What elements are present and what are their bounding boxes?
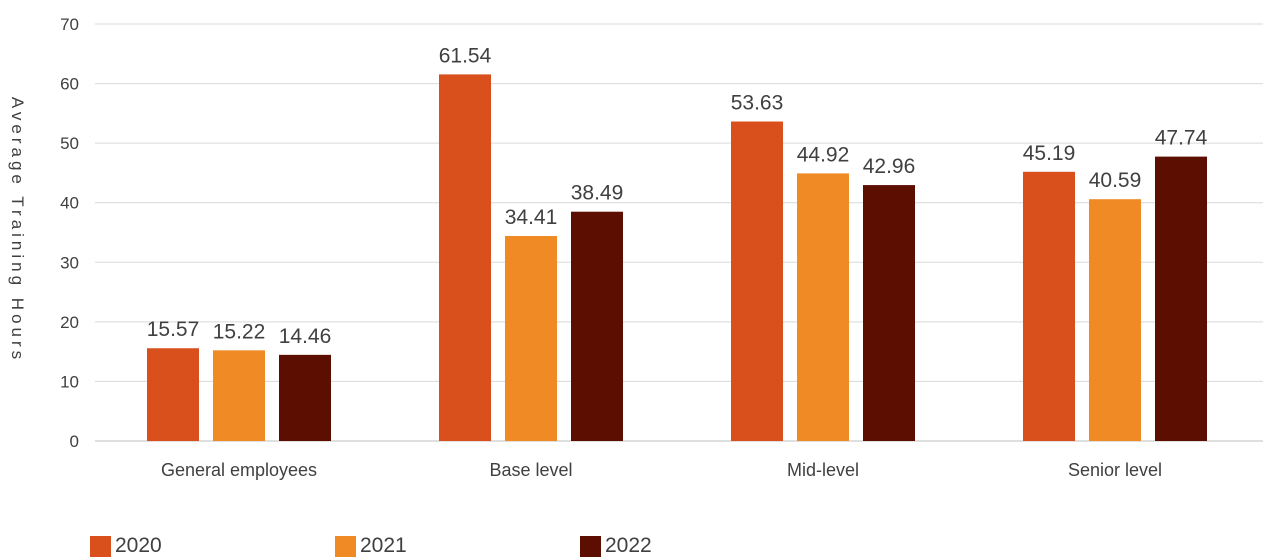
legend-swatch — [580, 535, 601, 557]
data-label: 40.59 — [1089, 169, 1142, 192]
data-label: 15.57 — [147, 318, 200, 341]
data-label: 47.74 — [1155, 127, 1208, 150]
bar — [213, 350, 265, 441]
y-tick-label: 10 — [60, 372, 79, 391]
x-tick-label: Senior level — [1068, 460, 1162, 480]
data-label: 45.19 — [1023, 142, 1076, 165]
x-tick-label: Mid-level — [787, 460, 859, 480]
bar — [439, 74, 491, 441]
bar — [147, 348, 199, 441]
bar — [1023, 171, 1075, 442]
legend-item: 2022 — [580, 534, 652, 558]
data-label: 53.63 — [731, 92, 784, 115]
legend-item: 2021 — [335, 534, 407, 558]
y-tick-label: 0 — [70, 432, 79, 451]
legend-label: 2021 — [360, 534, 407, 557]
x-tick-label: General employees — [161, 460, 317, 480]
y-axis-label-container: Average Training Hours — [2, 60, 32, 400]
data-label: 38.49 — [571, 182, 624, 205]
bar — [279, 354, 331, 441]
data-label: 61.54 — [439, 44, 492, 67]
bar — [1089, 199, 1141, 441]
y-tick-label: 70 — [60, 15, 79, 34]
bar — [1155, 156, 1207, 441]
data-label: 14.46 — [279, 325, 332, 348]
legend-swatch — [335, 535, 356, 557]
legend-swatch — [90, 535, 111, 557]
bar — [863, 185, 915, 441]
y-tick-label: 20 — [60, 313, 79, 332]
bar-chart: 0 10 20 30 40 50 60 70 15.57 15.22 14.46 General em… — [60, 15, 1263, 480]
y-axis-label: Average Training Hours — [8, 96, 27, 364]
data-label: 34.41 — [505, 206, 558, 229]
y-tick-label: 50 — [60, 134, 79, 153]
data-label: 15.22 — [213, 320, 266, 343]
bar — [571, 211, 623, 441]
y-tick-label: 30 — [60, 253, 79, 272]
bar — [505, 236, 557, 441]
y-tick-label: 60 — [60, 75, 79, 94]
bar — [731, 121, 783, 441]
x-tick-label: Base level — [489, 460, 572, 480]
legend-item: 2020 — [90, 534, 162, 558]
data-label: 42.96 — [863, 155, 916, 178]
legend-label: 2022 — [605, 534, 652, 557]
bar — [797, 173, 849, 441]
data-label: 44.92 — [797, 143, 850, 166]
y-tick-label: 40 — [60, 194, 79, 213]
legend-label: 2020 — [115, 534, 162, 557]
